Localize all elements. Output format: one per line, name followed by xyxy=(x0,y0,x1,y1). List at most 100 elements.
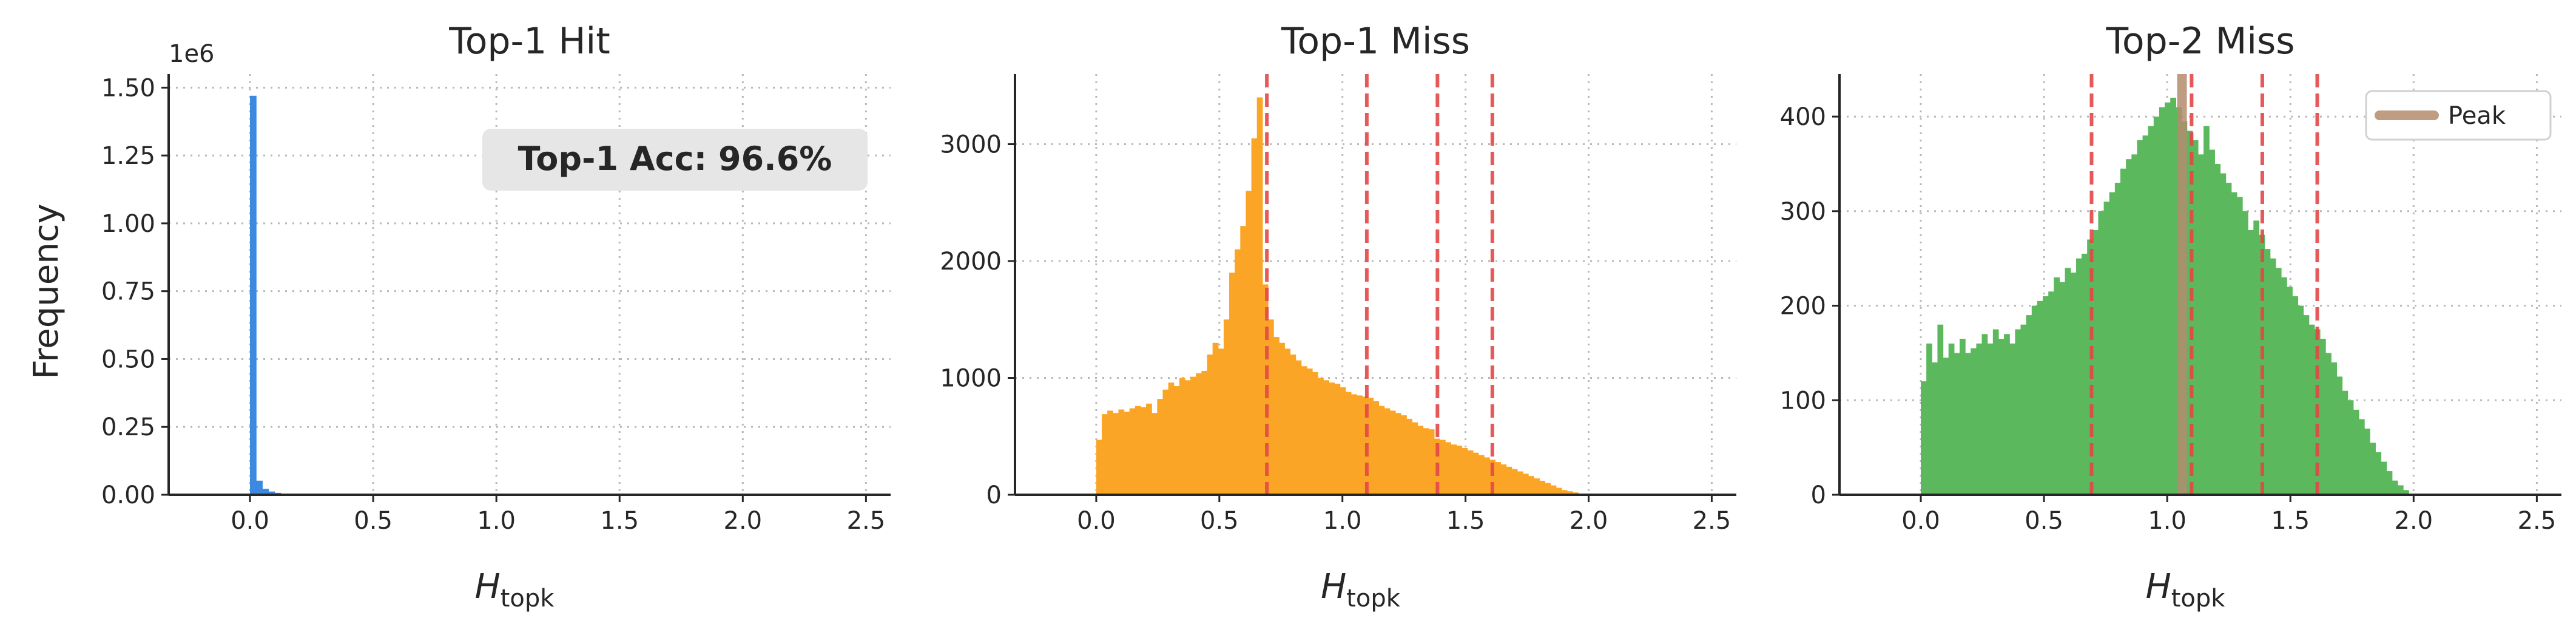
histogram-bar xyxy=(2209,149,2215,495)
figure-ylabel: Frequency xyxy=(27,203,66,379)
histogram-bar xyxy=(2231,192,2237,495)
histogram-bar xyxy=(1484,457,1490,495)
histogram-bar xyxy=(2331,362,2337,495)
panel-title: Top-2 Miss xyxy=(2105,20,2294,63)
histogram-bar xyxy=(1301,366,1307,495)
y-tick-label: 2000 xyxy=(940,248,1002,276)
histogram-bar xyxy=(2170,97,2176,495)
x-tick-label: 1.0 xyxy=(477,507,516,535)
histogram-bar xyxy=(268,491,275,495)
histogram-bar xyxy=(2054,277,2060,495)
histogram-bar xyxy=(1146,403,1152,495)
histogram-bar xyxy=(1478,455,1485,495)
histogram-bar xyxy=(2342,390,2348,495)
x-tick-label: 2.5 xyxy=(2518,507,2557,535)
x-tick-label: 2.0 xyxy=(2395,507,2433,535)
y-tick-label: 3000 xyxy=(940,131,1002,159)
histogram-bar xyxy=(2159,107,2165,495)
histogram-bar xyxy=(2109,192,2116,495)
histogram-bar xyxy=(1207,355,1213,495)
histogram-bar xyxy=(1406,418,1412,495)
histogram-bar xyxy=(1345,392,1352,495)
histogram-bar xyxy=(2248,229,2254,495)
x-tick-label: 2.0 xyxy=(1570,507,1608,535)
histogram-bar xyxy=(2386,471,2393,495)
histogram-bar xyxy=(1550,485,1557,495)
histogram-bar xyxy=(2358,419,2365,495)
annotation-box xyxy=(482,129,868,191)
histogram-bar xyxy=(2120,168,2126,495)
histogram-bar xyxy=(1162,389,1169,495)
y-tick-label: 1.25 xyxy=(101,142,155,170)
histogram-bar xyxy=(1943,358,1949,495)
histogram-bar xyxy=(1201,370,1208,495)
histogram-bar xyxy=(1561,490,1568,495)
histogram-bar xyxy=(1992,329,1999,495)
histogram-bar xyxy=(2009,343,2015,495)
histogram-bar xyxy=(1462,448,1468,495)
histogram-bar xyxy=(1456,446,1463,495)
histogram-bar xyxy=(2131,154,2138,495)
histogram-bar xyxy=(2353,409,2359,495)
x-tick-label: 0.0 xyxy=(1077,507,1116,535)
histogram-bar xyxy=(2336,376,2343,495)
histogram-bar xyxy=(2292,296,2299,495)
histogram-bar xyxy=(1367,398,1374,495)
x-tick-label: 1.0 xyxy=(1323,507,1362,535)
histogram-bar xyxy=(2236,197,2243,495)
x-axis-label: Htopk xyxy=(475,567,555,613)
histogram-bar xyxy=(1196,373,1202,495)
panel-1: 0.0 0.5 1.0 1.5 2.0 2.5 0.00 0.25 0.50 0.75 1.00 1.… xyxy=(101,20,891,613)
histogram-bar xyxy=(1395,413,1401,495)
histogram-bar xyxy=(2347,400,2354,495)
y-tick-label: 0.00 xyxy=(101,481,155,509)
histogram-bar xyxy=(1545,483,1551,495)
histogram-bar xyxy=(1445,442,1451,495)
panel-2: 0.0 0.5 1.0 1.5 2.0 2.5 0 1000 2000 3000 Top-1 Mis… xyxy=(940,20,1736,613)
histogram-bar xyxy=(1412,422,1418,495)
x-tick-label: 2.0 xyxy=(724,507,763,535)
histogram-bar xyxy=(2370,443,2376,495)
legend: Peak xyxy=(2365,90,2552,141)
histogram-bar xyxy=(2259,234,2265,495)
histogram-bar xyxy=(2098,211,2105,495)
histogram-bar xyxy=(1229,273,1235,495)
histogram-bar xyxy=(1223,319,1230,495)
x-tick-label: 1.5 xyxy=(2271,507,2310,535)
y-tick-label: 100 xyxy=(1780,387,1826,415)
histogram-bar xyxy=(2137,140,2143,495)
x-tick-label: 1.0 xyxy=(2148,507,2187,535)
histogram-bar xyxy=(1423,428,1429,495)
histogram-bar xyxy=(1522,474,1529,495)
panel-title: Top-1 Hit xyxy=(448,20,610,63)
histogram-bar xyxy=(1212,342,1219,495)
histogram-bar xyxy=(2037,301,2043,495)
x-tick-label: 0.5 xyxy=(1200,507,1239,535)
histogram-bar xyxy=(2275,268,2282,495)
histogram-bar xyxy=(2397,485,2404,495)
histogram-bar xyxy=(2220,173,2227,495)
histogram-bar xyxy=(2070,273,2077,495)
histogram-bar xyxy=(2065,268,2071,495)
y-offset-text: 1e6 xyxy=(169,40,215,68)
histogram-bar xyxy=(1246,191,1252,495)
histogram-bar xyxy=(1323,380,1329,495)
histogram-bar xyxy=(1440,440,1446,495)
histogram-bar xyxy=(1948,343,1955,495)
histogram-bar xyxy=(1340,387,1346,495)
histogram-bar xyxy=(1124,412,1130,495)
histogram-bar xyxy=(1539,480,1546,495)
histogram-bar xyxy=(2253,220,2260,495)
y-tick-label: 0.25 xyxy=(101,413,155,441)
histogram-bar xyxy=(2298,305,2304,495)
histogram-bar xyxy=(2082,253,2088,495)
histogram-bar xyxy=(2048,291,2054,495)
histogram-bar xyxy=(1173,385,1180,495)
histogram-bar xyxy=(1295,360,1302,495)
histogram-bar xyxy=(2126,159,2132,495)
y-tick-label: 1000 xyxy=(940,365,1002,393)
y-tick-label: 300 xyxy=(1780,198,1826,226)
y-tick-label: 0.50 xyxy=(101,345,155,373)
x-tick-label: 0.0 xyxy=(231,507,269,535)
histogram-bar xyxy=(1118,409,1125,495)
